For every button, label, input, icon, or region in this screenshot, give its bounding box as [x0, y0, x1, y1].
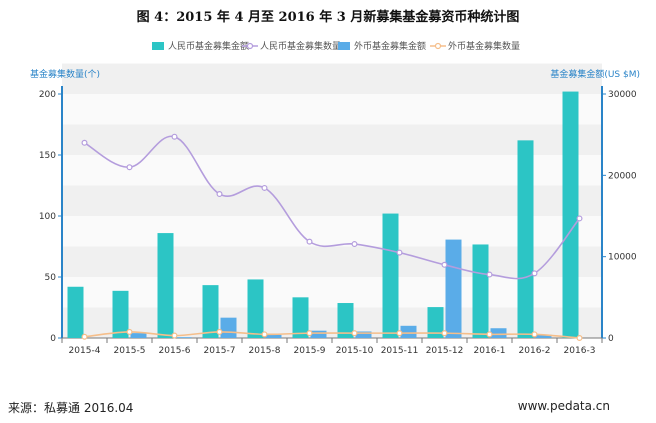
- fx-count-point: [531, 331, 538, 338]
- legend-marker: [434, 42, 442, 50]
- fx-count-point: [486, 331, 493, 338]
- x-tick-label: 2015-12: [426, 346, 464, 356]
- x-tick-label: 2015-11: [381, 346, 419, 356]
- y-left-axis-title: 基金募集数量(个): [30, 68, 100, 80]
- bar-rmb-amount: [337, 303, 354, 338]
- bar-fx-amount: [535, 334, 552, 338]
- bar-fx-amount: [490, 328, 507, 338]
- y-left-tick-label: 50: [45, 273, 57, 283]
- tick-labels: 0 50 100 150 200 0 10000 20000 30000 2015-4 2015-5…: [39, 90, 637, 356]
- x-tick-label: 2015-6: [159, 346, 191, 356]
- bar-rmb-amount: [517, 140, 534, 338]
- bar-rmb-amount: [472, 244, 489, 338]
- bar-rmb-amount: [247, 279, 264, 338]
- fx-count-point: [171, 332, 178, 339]
- x-tick-label: 2015-9: [294, 346, 326, 356]
- plot-background: [62, 63, 602, 338]
- legend-swatch: [338, 42, 350, 50]
- rmb-count-point: [126, 164, 133, 171]
- y-left-tick-label: 100: [39, 212, 56, 222]
- fx-count-point: [351, 330, 358, 337]
- bar-rmb-amount: [67, 286, 84, 338]
- bar-fx-amount: [445, 239, 462, 338]
- y-right-tick-label: 20000: [608, 171, 637, 181]
- fx-count-point: [441, 330, 448, 337]
- x-tick-label: 2016-3: [564, 346, 596, 356]
- bar-fx-amount: [175, 337, 192, 338]
- bar-fx-amount: [265, 334, 282, 338]
- y-left-tick-label: 200: [39, 90, 56, 100]
- y-right-tick-label: 30000: [608, 90, 637, 100]
- bar-fx-amount: [310, 330, 327, 338]
- rmb-count-point: [486, 271, 493, 278]
- x-tick-label: 2015-4: [69, 346, 101, 356]
- fx-count-line: [84, 331, 580, 339]
- x-tick-label: 2016-1: [474, 346, 506, 356]
- fx-count-point: [396, 330, 403, 337]
- fx-count-point: [216, 328, 223, 335]
- rmb-count-point: [441, 261, 448, 268]
- rmb-count-point: [171, 133, 178, 140]
- bar-fx-amount: [130, 333, 147, 338]
- bar-fx-amount: [220, 317, 237, 338]
- bar-rmb-amount: [112, 290, 129, 338]
- grid-band: [62, 63, 602, 94]
- bar-rmb-amount: [382, 213, 399, 338]
- y-right-axis-title: 基金募集金额(US $M): [550, 68, 640, 80]
- rmb-count-point: [81, 139, 88, 146]
- rmb-count-point: [261, 184, 268, 191]
- grid-band: [62, 185, 602, 216]
- rmb-count-point: [531, 270, 538, 277]
- rmb-count-point: [576, 215, 583, 222]
- bar-rmb-amount: [157, 233, 174, 338]
- rmb-count-point: [306, 238, 313, 245]
- rmb-count-line: [84, 135, 581, 280]
- bar-rmb-amount: [562, 91, 579, 338]
- x-tick-label: 2015-7: [204, 346, 236, 356]
- axes: 基金募集数量(个) 基金募集金额(US $M): [30, 68, 640, 343]
- legend-swatch: [152, 42, 164, 50]
- bar-rmb-amount: [427, 307, 444, 338]
- bar-rmb-amount: [292, 297, 309, 338]
- y-left-tick-label: 150: [39, 151, 56, 161]
- y-right-tick-label: 10000: [608, 253, 637, 263]
- chart-title: 图 4：2015 年 4 月至 2016 年 3 月新募集基金募资币种统计图: [136, 10, 520, 25]
- legend-label: 人民币基金募集数量: [260, 40, 341, 52]
- x-tick-label: 2015-8: [249, 346, 281, 356]
- y-left-tick-label: 0: [50, 334, 56, 344]
- x-tick-label: 2015-5: [114, 346, 146, 356]
- legend-label: 外币基金募集数量: [448, 40, 520, 52]
- bars: [67, 91, 579, 338]
- bar-rmb-amount: [202, 285, 219, 338]
- rmb-count-point: [351, 241, 358, 248]
- fx-count-point: [81, 333, 88, 340]
- grid-band: [62, 246, 602, 277]
- legend-label: 人民币基金募集金额: [168, 40, 249, 52]
- x-tick-label: 2016-2: [519, 346, 551, 356]
- legend-marker: [246, 42, 254, 50]
- x-tick-label: 2015-10: [336, 346, 374, 356]
- lines: [81, 133, 583, 342]
- fx-count-point: [306, 330, 313, 337]
- fx-count-point: [576, 335, 583, 342]
- y-right-tick-label: 0: [608, 334, 614, 344]
- source-note: 来源：私募通 2016.04: [8, 401, 134, 415]
- fx-count-point: [261, 331, 268, 338]
- rmb-count-point: [396, 249, 403, 256]
- chart: 人民币基金募集金额 人民币基金募集数量 外币基金募集金额 外币基金募集数量 基金募集数…: [30, 40, 640, 356]
- bar-fx-amount: [400, 325, 417, 338]
- bar-fx-amount: [355, 331, 372, 338]
- rmb-count-point: [216, 191, 223, 198]
- legend-label: 外币基金募集金额: [354, 40, 426, 52]
- legend: 人民币基金募集金额 人民币基金募集数量 外币基金募集金额 外币基金募集数量: [152, 40, 520, 52]
- website-label: www.pedata.cn: [517, 399, 610, 413]
- fx-count-point: [126, 328, 133, 335]
